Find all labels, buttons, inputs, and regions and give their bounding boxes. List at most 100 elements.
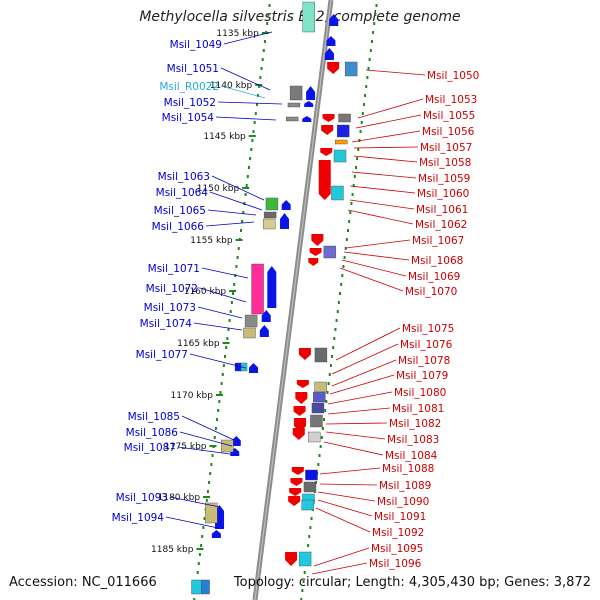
ruler-dot [325, 400, 328, 403]
gene-arrow-forward [267, 266, 277, 308]
ruler-dot [324, 409, 327, 412]
ruler-dot [328, 373, 331, 376]
ruler-dot [219, 391, 222, 394]
ruler-dot [309, 526, 312, 529]
ruler-dot [351, 193, 354, 196]
gene-box [263, 218, 276, 230]
ruler-dot [203, 517, 206, 520]
gene-box [305, 469, 318, 481]
gene-arrow-reverse [290, 478, 303, 486]
gene-box [265, 197, 279, 211]
gene-box [313, 391, 326, 403]
gene-arrow-reverse [292, 428, 305, 440]
ruler-dot [237, 247, 240, 250]
ruler-dot [209, 472, 212, 475]
gene-label-left: Msil_1063 [158, 171, 210, 183]
label-leader [319, 483, 378, 486]
ruler-dot [373, 22, 376, 25]
ruler-dot [370, 40, 373, 43]
backbone-highlight [254, 0, 332, 600]
label-leader [205, 221, 255, 227]
label-leader [165, 516, 219, 529]
tick-label: 1140 kbp [210, 81, 253, 91]
gene-features [191, 1, 358, 595]
gene-arrow-forward [306, 86, 316, 100]
label-leader [349, 185, 416, 194]
ruler-dot [226, 337, 229, 340]
ruler-dot [254, 112, 257, 115]
label-leader [339, 267, 404, 292]
label-leader [317, 499, 373, 517]
gene-box [303, 481, 317, 493]
label-leader [209, 191, 263, 211]
ruler-dot [356, 157, 359, 160]
tick-label: 1185 kbp [151, 545, 194, 555]
gene-box [285, 116, 299, 122]
gene-arrow-forward [211, 530, 221, 538]
ruler-dot [250, 148, 253, 151]
ruler-dot [245, 184, 248, 187]
ruler-dot [246, 175, 249, 178]
gene-arrow-forward [329, 14, 339, 26]
ruler-dot [361, 112, 364, 115]
gene-arrow-reverse [322, 114, 335, 122]
ruler-dot [327, 382, 330, 385]
gene-label-right: Msil_1090 [377, 496, 429, 508]
tick-label: 1165 kbp [177, 339, 220, 349]
gene-label-right: Msil_1056 [422, 126, 475, 138]
genome-summary-text: Topology: circular; Length: 4,305,430 bp… [233, 575, 591, 590]
gene-arrow-reverse [295, 392, 308, 404]
gene-label-right: Msil_1080 [394, 387, 446, 399]
ruler-dot [236, 256, 239, 259]
label-leader [325, 422, 388, 425]
ruler-dot [321, 427, 324, 430]
label-leader [220, 67, 271, 91]
ruler-dot [374, 13, 377, 16]
tick-label: 1135 kbp [216, 29, 259, 39]
gene-box [201, 579, 210, 595]
label-leader [331, 343, 399, 375]
gene-label-left: Msil_1066 [152, 221, 205, 233]
gene-label-left: Msil_1072 [146, 283, 198, 295]
gene-label-right: Msil_1096 [369, 558, 422, 570]
label-leader [353, 146, 419, 149]
gene-label-left: Msil_1049 [170, 39, 222, 51]
ruler-dot [197, 562, 200, 565]
gene-box [289, 85, 303, 101]
gene-label-left: Msil_1065 [154, 205, 206, 217]
label-leader [193, 322, 243, 331]
ruler-dot [333, 337, 336, 340]
gene-box [221, 439, 234, 453]
ruler-dot [353, 175, 356, 178]
ruler-dot [202, 526, 205, 529]
label-leader [217, 101, 283, 105]
gene-label-right: Msil_1067 [412, 235, 464, 247]
gene-arrow-reverse [321, 125, 334, 135]
ruler-dot [225, 346, 228, 349]
label-leader [351, 130, 421, 143]
ruler-dot [337, 301, 340, 304]
ruler-dot [346, 229, 349, 232]
gene-box [314, 381, 327, 393]
label-leader [335, 327, 401, 361]
ruler-dot [354, 166, 357, 169]
ruler-dot [258, 85, 261, 88]
ruler-dot [266, 22, 269, 25]
gene-box [234, 362, 242, 372]
label-leader [223, 31, 273, 45]
gene-box [335, 139, 348, 145]
gene-label-left: Msil_1052 [164, 97, 216, 109]
right-gene-labels: Msil_1050 Msil_1053 Msil_1055 Msil_1056 Msil… [311, 69, 479, 575]
gene-arrow-forward [280, 213, 290, 229]
ruler-dot [221, 373, 224, 376]
gene-arrow-forward [259, 325, 269, 337]
gene-arrow-forward [281, 200, 291, 210]
ruler-dot [208, 481, 211, 484]
gene-box [336, 124, 350, 138]
gene-box [323, 245, 337, 259]
ruler-dot [247, 166, 250, 169]
gene-arrow-forward [231, 436, 241, 446]
ruler-dot [365, 85, 368, 88]
ruler-dot [360, 121, 363, 124]
gene-arrow-forward [302, 116, 312, 122]
